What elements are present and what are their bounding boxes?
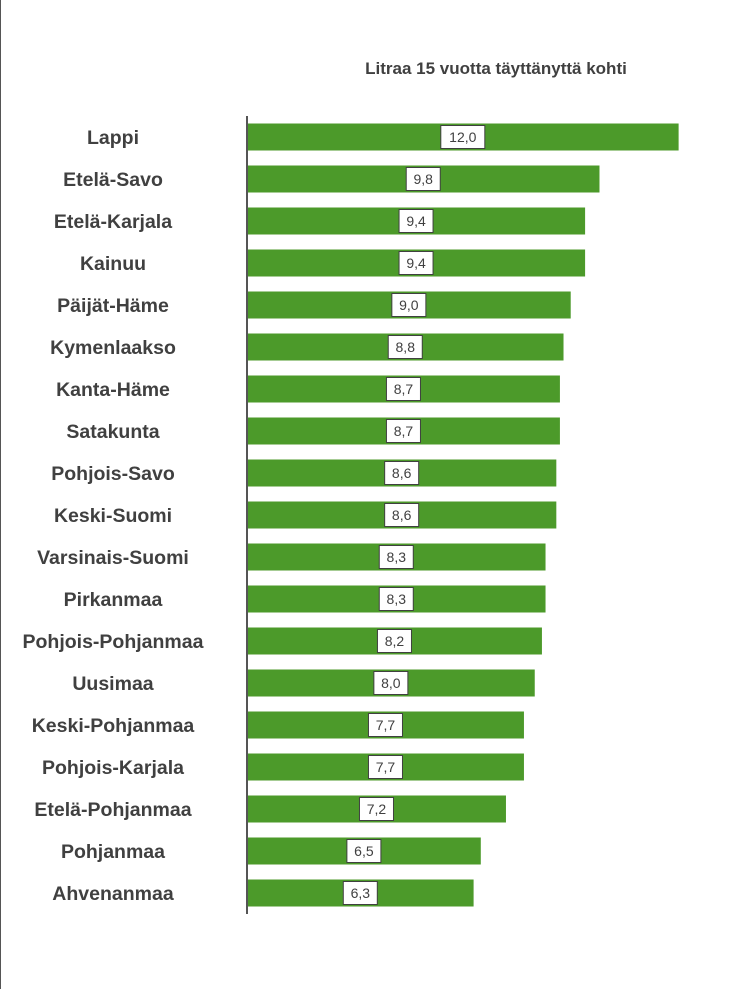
data-label: 9,0 [399, 297, 419, 313]
data-label-box [373, 671, 409, 695]
data-label-box [342, 881, 378, 905]
data-label-box [387, 335, 423, 359]
data-label: 8,8 [396, 339, 416, 355]
data-label-box [378, 545, 414, 569]
data-label: 8,7 [394, 381, 414, 397]
data-label: 6,5 [354, 843, 374, 859]
data-label: 8,3 [387, 549, 407, 565]
category-label: Lappi [87, 127, 139, 149]
data-label: 8,0 [381, 675, 401, 691]
data-label-box [385, 419, 421, 443]
data-label-box [385, 377, 421, 401]
data-label-box [367, 755, 403, 779]
data-label-box [367, 713, 403, 737]
category-label: Etelä-Pohjanmaa [34, 799, 191, 821]
data-label-box [384, 461, 420, 485]
data-label: 8,6 [392, 507, 412, 523]
category-label: Satakunta [66, 421, 159, 443]
category-label: Pirkanmaa [64, 589, 163, 611]
data-label-box [440, 125, 486, 149]
data-label: 9,4 [406, 213, 426, 229]
data-label-box [398, 251, 434, 275]
category-label: Etelä-Karjala [54, 211, 172, 233]
chart-title: Litraa 15 vuotta täyttänyttä kohti [365, 59, 627, 78]
data-label: 8,7 [394, 423, 414, 439]
category-label: Pohjois-Savo [51, 463, 175, 485]
category-label: Päijät-Häme [57, 295, 169, 317]
data-label-box [376, 629, 412, 653]
data-label: 12,0 [449, 129, 476, 145]
data-label-box [384, 503, 420, 527]
data-label: 8,3 [387, 591, 407, 607]
category-label: Keski-Suomi [54, 505, 172, 527]
data-label-box [398, 209, 434, 233]
category-label: Ahvenanmaa [52, 883, 174, 905]
category-label: Uusimaa [72, 673, 153, 695]
data-label: 8,6 [392, 465, 412, 481]
data-label: 9,8 [414, 171, 434, 187]
category-label: Pohjois-Karjala [42, 757, 184, 779]
data-label: 7,7 [376, 717, 396, 733]
category-label: Pohjanmaa [61, 841, 165, 863]
category-label: Kymenlaakso [50, 337, 176, 359]
category-label: Etelä-Savo [63, 169, 163, 191]
data-label: 8,2 [385, 633, 405, 649]
data-label-box [358, 797, 394, 821]
data-label: 9,4 [406, 255, 426, 271]
category-label: Kainuu [80, 253, 146, 275]
data-label-box [405, 167, 441, 191]
category-label: Kanta-Häme [56, 379, 170, 401]
data-label-box [391, 293, 427, 317]
data-label: 7,2 [367, 801, 387, 817]
data-label-box [346, 839, 382, 863]
category-label: Varsinais-Suomi [37, 547, 189, 569]
category-label: Keski-Pohjanmaa [32, 715, 195, 737]
category-label: Pohjois-Pohjanmaa [23, 631, 204, 653]
data-label: 7,7 [376, 759, 396, 775]
data-label: 6,3 [351, 885, 371, 901]
data-label-box [378, 587, 414, 611]
